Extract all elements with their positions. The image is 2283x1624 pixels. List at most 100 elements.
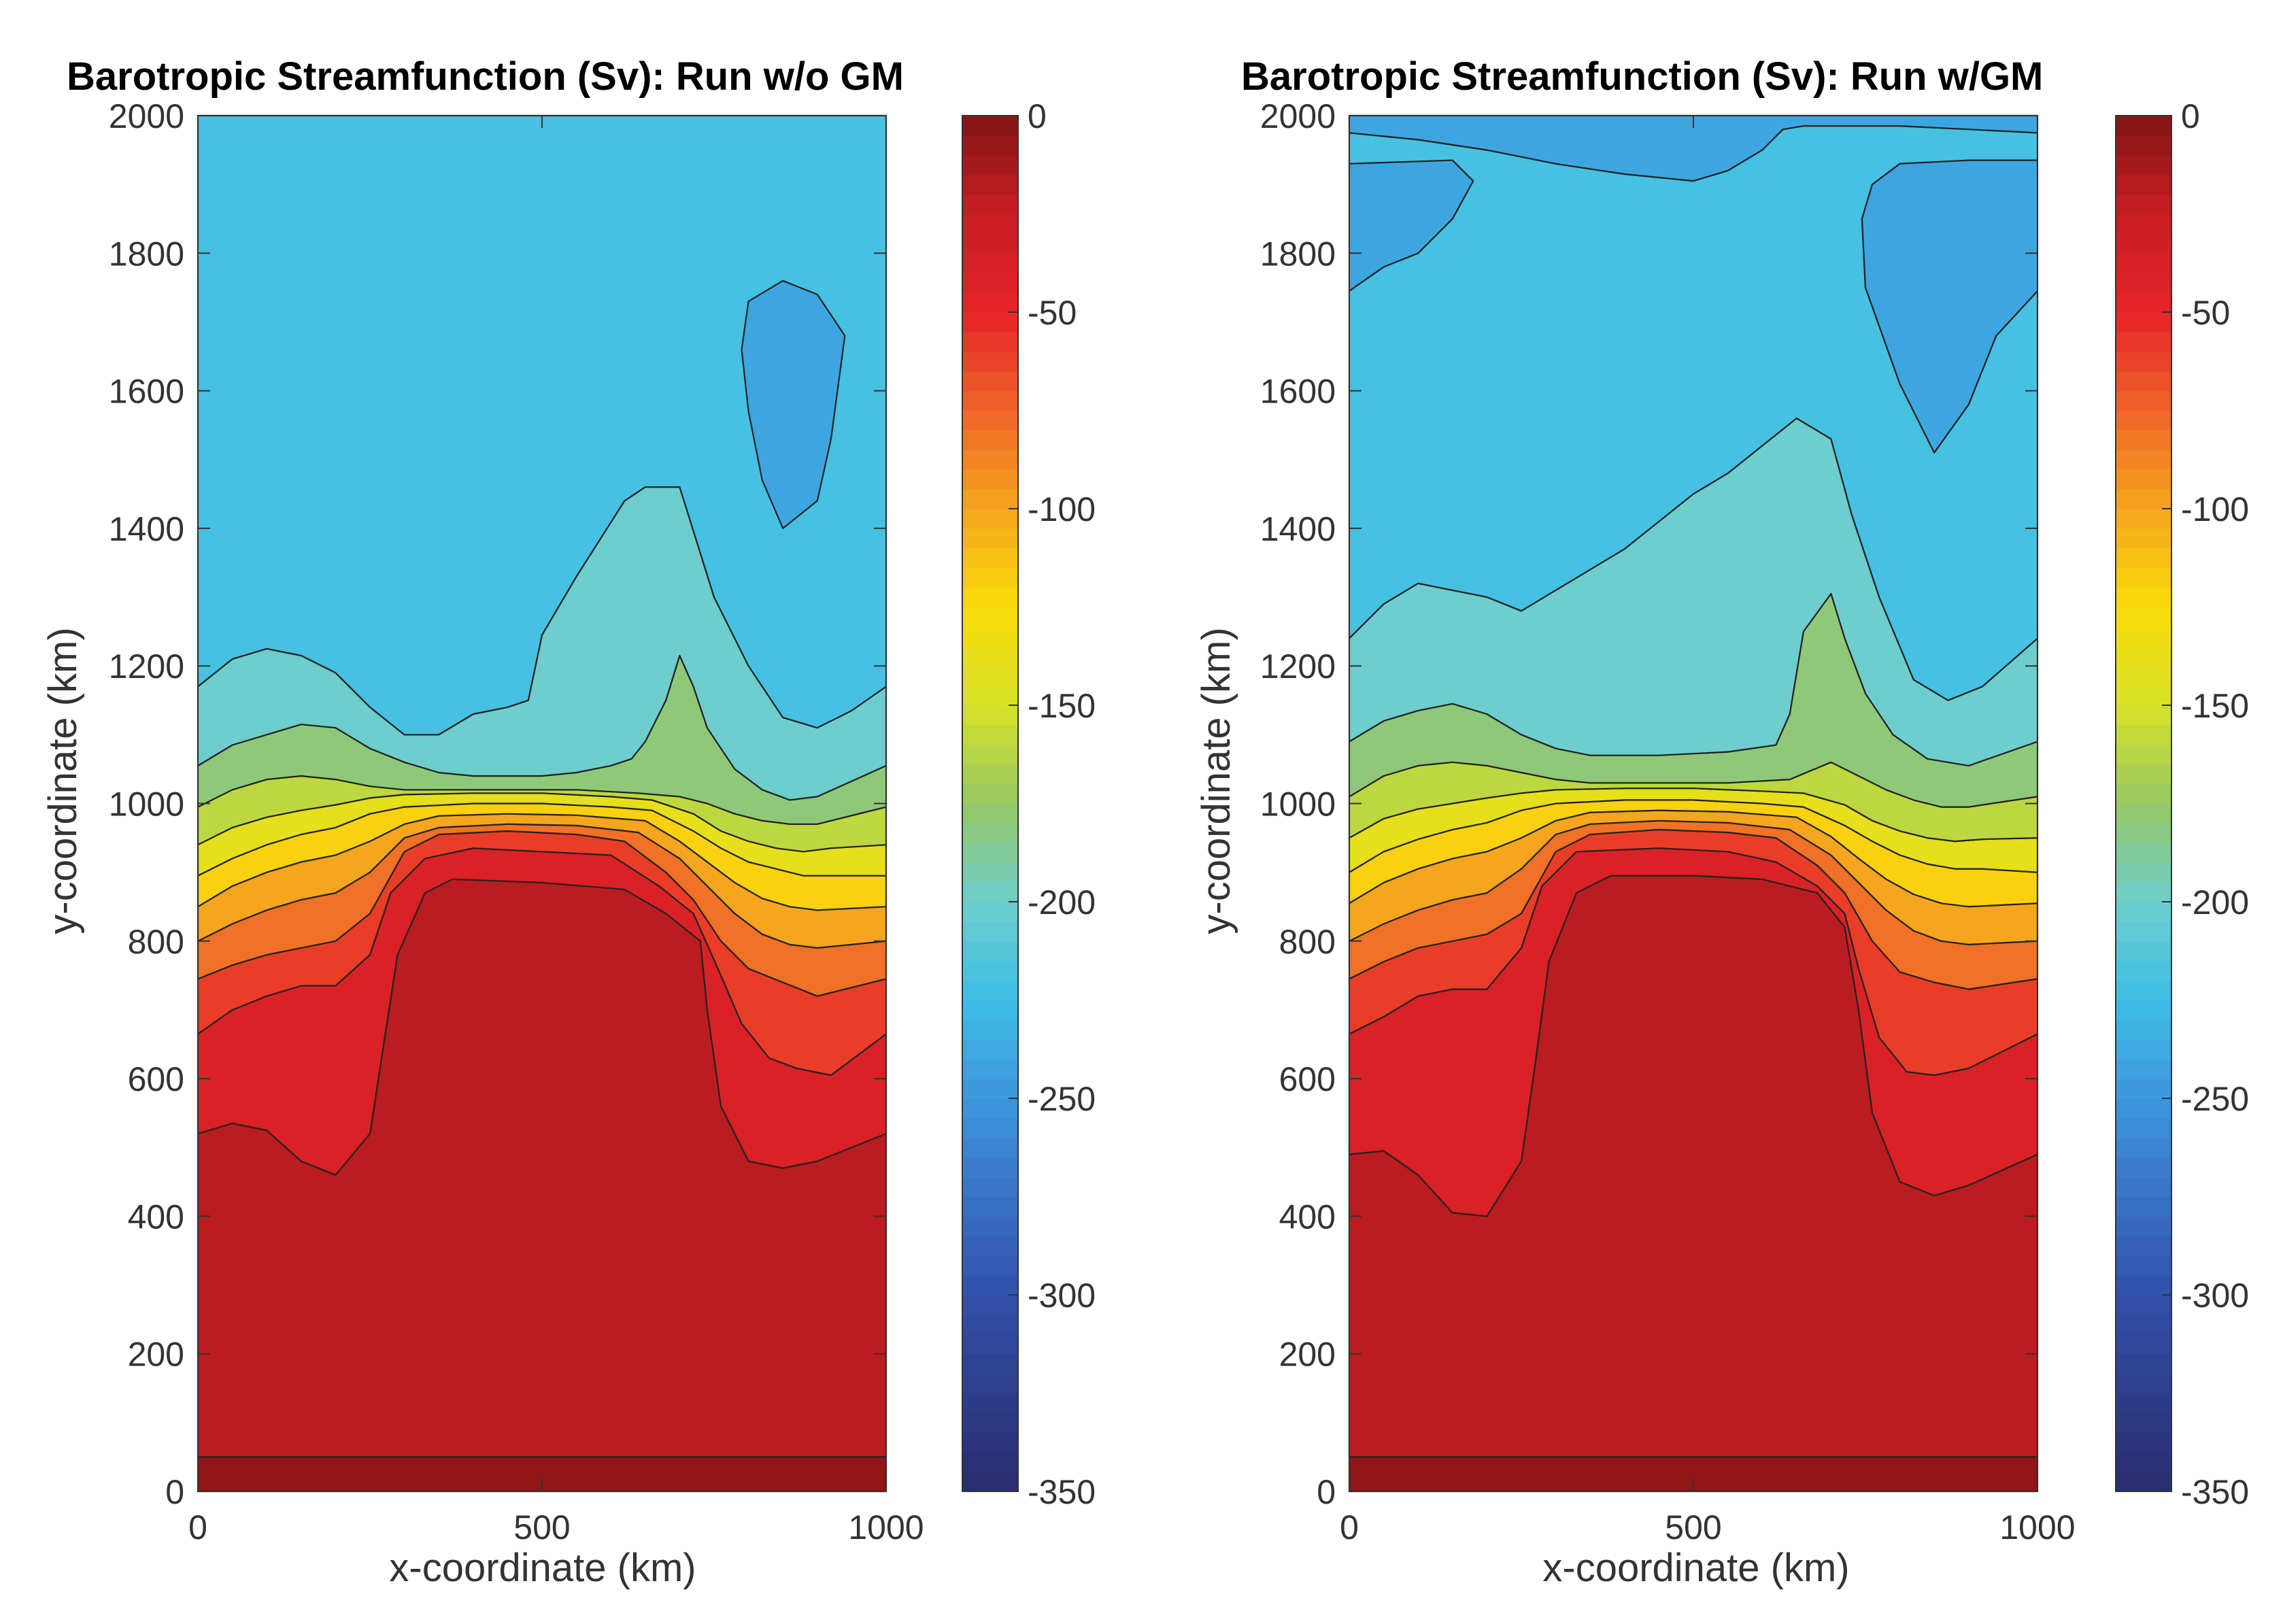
colorbar-swatch [2116, 174, 2171, 195]
colorbar-swatch [962, 921, 1018, 942]
x-axis-label: x-coordinate (km) [389, 1546, 696, 1590]
colorbar-swatch [962, 1314, 1018, 1335]
colorbar-tick-label: -350 [2181, 1473, 2249, 1511]
colorbar-swatch [2116, 1334, 2171, 1355]
colorbar-swatch [962, 686, 1018, 706]
colorbar-swatch [2116, 764, 2171, 785]
colorbar-swatch [2116, 1373, 2171, 1394]
y-axis-ticks: 0 200 400 600 800 1000 1200 1400 1600 1800 2000 [109, 97, 886, 1511]
colorbar-swatch [2116, 1314, 2171, 1335]
contour-band [1861, 159, 2039, 454]
colorbar-swatch [962, 547, 1018, 569]
y-tick-label: 400 [1279, 1198, 1336, 1236]
colorbar-swatch [962, 882, 1018, 902]
colorbar-swatch [2116, 390, 2171, 411]
colorbar-swatch [2116, 351, 2171, 372]
colorbar-tick-label: -150 [1028, 687, 1096, 725]
colorbar-swatch [2116, 371, 2171, 392]
colorbar-swatch [962, 390, 1018, 411]
colorbar-swatch [962, 1295, 1018, 1315]
colorbar-swatch [962, 371, 1018, 392]
colorbar-tick-label: -200 [1028, 883, 1096, 921]
colorbar-swatch [2116, 646, 2171, 666]
colorbar-swatch [962, 862, 1018, 883]
colorbar-swatch [2116, 980, 2171, 1001]
colorbar-swatch [962, 705, 1018, 726]
colorbar-swatch [962, 312, 1018, 333]
colorbar-swatch [2116, 1137, 2171, 1158]
colorbar-swatch [2116, 331, 2171, 352]
y-tick-label: 200 [1279, 1336, 1336, 1374]
colorbar-swatch [962, 724, 1018, 745]
colorbar-swatch [2116, 547, 2171, 569]
colorbar-swatch [962, 902, 1018, 922]
colorbar-swatch [962, 273, 1018, 293]
colorbar-swatch [962, 764, 1018, 785]
colorbar-swatch [2116, 214, 2171, 234]
colorbar-swatch [2116, 902, 2171, 922]
colorbar-swatch [2116, 116, 2171, 136]
colorbar-swatch [962, 1157, 1018, 1178]
colorbar-swatch [2116, 1039, 2171, 1060]
colorbar-swatch [962, 116, 1018, 136]
colorbar-tick-label: -300 [2181, 1276, 2249, 1315]
y-tick-label: 1200 [109, 647, 184, 686]
colorbar-swatch [2116, 626, 2171, 647]
colorbar-swatch [962, 666, 1018, 686]
y-tick-label: 2000 [1260, 97, 1336, 135]
colorbar-swatch [962, 410, 1018, 430]
colorbar-swatch [962, 1255, 1018, 1276]
colorbar-swatch [962, 430, 1018, 450]
colorbar-swatch [962, 1216, 1018, 1236]
colorbar-tick-label: -50 [1028, 294, 1077, 332]
colorbar-swatch [962, 1334, 1018, 1355]
colorbar-swatch [962, 174, 1018, 195]
contour-band [741, 280, 846, 530]
colorbar-swatch [2116, 941, 2171, 962]
x-tick-label: 0 [1340, 1508, 1359, 1546]
colorbar-swatch [2116, 1059, 2171, 1079]
colorbar-swatch [2116, 803, 2171, 824]
colorbar-swatch [2116, 823, 2171, 843]
chart-title: Barotropic Streamfunction (Sv): Run w/o … [67, 54, 904, 99]
colorbar-swatch [962, 253, 1018, 273]
y-tick-label: 1000 [109, 785, 184, 824]
colorbar-swatch [2116, 1216, 2171, 1236]
panel-run-with-gm: Barotropic Streamfunction (Sv): Run w/GM… [1194, 54, 2249, 1590]
colorbar-tick-label: -250 [1028, 1080, 1096, 1118]
contour-band [197, 114, 887, 736]
contour-plot [1348, 114, 2039, 1493]
colorbar-swatch [962, 1019, 1018, 1040]
colorbar-swatch [2116, 1236, 2171, 1256]
colorbar-swatch [2116, 292, 2171, 313]
colorbar-swatch [2116, 1412, 2171, 1433]
colorbar-swatch [962, 450, 1018, 470]
colorbar-swatch [2116, 233, 2171, 254]
colorbar-swatch [2116, 489, 2171, 509]
colorbar-swatch [2116, 666, 2171, 686]
y-tick-label: 1800 [1260, 235, 1336, 273]
colorbar-swatch [962, 1275, 1018, 1296]
colorbar-swatch [962, 489, 1018, 509]
colorbar-swatch [962, 1177, 1018, 1198]
colorbar-swatch [962, 1472, 1018, 1492]
colorbar-swatch [2116, 1117, 2171, 1138]
colorbar: 0 -50 -100 -150 -200 -250 -300 -350 [2115, 97, 2249, 1511]
colorbar-tick-label: -100 [2181, 490, 2249, 528]
colorbar-swatch [962, 941, 1018, 962]
colorbar-swatch [962, 803, 1018, 824]
contour-band [1348, 114, 2039, 182]
colorbar-swatch [962, 469, 1018, 490]
colorbar-swatch [962, 783, 1018, 805]
colorbar-swatch [2116, 194, 2171, 215]
y-tick-label: 1400 [109, 510, 184, 548]
colorbar-tick-label: -50 [2181, 294, 2230, 332]
y-tick-label: 1600 [1260, 373, 1336, 411]
colorbar-swatch [962, 607, 1018, 627]
colorbar-swatch [2116, 783, 2171, 805]
y-tick-label: 1000 [1260, 785, 1336, 824]
chart-title: Barotropic Streamfunction (Sv): Run w/GM [1241, 54, 2043, 99]
colorbar-swatch [962, 1137, 1018, 1158]
colorbar-swatch [962, 823, 1018, 843]
